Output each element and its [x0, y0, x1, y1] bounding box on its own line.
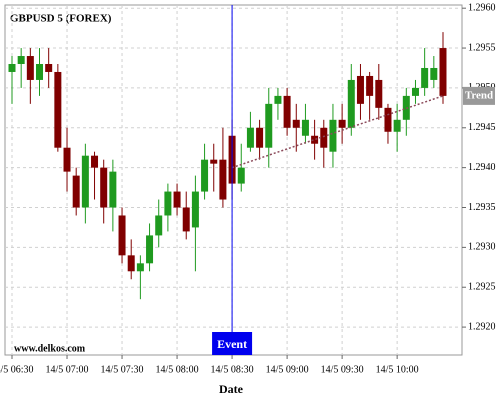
candle-body — [118, 215, 126, 256]
candle-body — [347, 79, 355, 128]
chart-title: GBPUSD 5 (FOREX) — [10, 13, 112, 25]
candle-body — [375, 79, 383, 108]
candle-body — [411, 87, 419, 96]
x-tick-label: 14/5 07:30 — [101, 364, 144, 375]
candle-body — [201, 159, 209, 192]
x-axis-label: Date — [219, 382, 244, 396]
watermark: www.delkos.com — [14, 343, 86, 354]
candle-body — [219, 159, 227, 200]
x-tick-label: 14/5 07:00 — [45, 364, 88, 375]
candle-body — [301, 119, 309, 136]
candle-body — [283, 95, 291, 128]
candle-body — [191, 191, 199, 228]
candle-body — [237, 167, 245, 184]
candle-body — [100, 167, 108, 208]
candle-body — [91, 155, 99, 168]
candle-body — [155, 215, 163, 236]
candle-body — [356, 75, 364, 104]
candle-body — [329, 119, 337, 152]
candle-body — [109, 171, 117, 208]
y-tick-label: 1.2955 — [468, 42, 496, 53]
y-tick-label: 1.2935 — [468, 202, 496, 213]
candle-body — [36, 63, 44, 80]
x-tick-label: 14/5 10:00 — [376, 364, 419, 375]
candle-body — [439, 48, 447, 96]
candle-body — [164, 191, 172, 216]
x-tick-label: 14/5 09:00 — [266, 364, 309, 375]
candle-body — [421, 67, 429, 88]
x-tick-label: 14/5 09:30 — [321, 364, 364, 375]
event-label: Event — [217, 337, 247, 351]
event-label-box — [212, 332, 253, 355]
candle-body — [320, 127, 328, 148]
candle-body — [430, 67, 438, 80]
candle-body — [338, 119, 346, 128]
candle-body — [292, 119, 300, 128]
trend-label-box — [463, 86, 495, 105]
candle-body — [136, 263, 144, 272]
y-tick-label: 1.2940 — [468, 162, 496, 173]
candle-body — [246, 127, 254, 148]
x-tick-label: 14/5 06:30 — [0, 364, 34, 375]
y-tick-label: 1.2960 — [468, 2, 496, 13]
candle-body — [72, 175, 80, 208]
candle-body — [45, 63, 53, 72]
candle-body — [63, 147, 71, 172]
trend-line — [231, 95, 444, 169]
candle-body — [146, 235, 154, 264]
candle-body — [384, 107, 392, 132]
x-tick-label: 14/5 08:00 — [156, 364, 199, 375]
candle-body — [81, 155, 89, 208]
candle-body — [256, 127, 264, 148]
candle-body — [8, 63, 16, 72]
candle-body — [26, 56, 34, 80]
candle-body — [393, 119, 401, 132]
candle-body — [274, 95, 282, 104]
candle-body — [366, 75, 374, 96]
candle-body — [210, 159, 218, 164]
trend-label: Trend — [465, 89, 493, 101]
candle-body — [311, 135, 319, 144]
candle-body — [182, 207, 190, 232]
candle-body — [173, 191, 181, 208]
candle-body — [265, 103, 273, 148]
y-tick-label: 1.2925 — [468, 282, 496, 293]
y-tick-label: 1.2920 — [468, 321, 496, 332]
y-tick-label: 1.2930 — [468, 242, 496, 253]
candle-body — [127, 255, 135, 272]
candle-body — [54, 71, 62, 148]
candle-body — [17, 56, 25, 64]
x-tick-label: 14/5 08:30 — [211, 364, 254, 375]
y-tick-label: 1.2945 — [468, 122, 496, 133]
